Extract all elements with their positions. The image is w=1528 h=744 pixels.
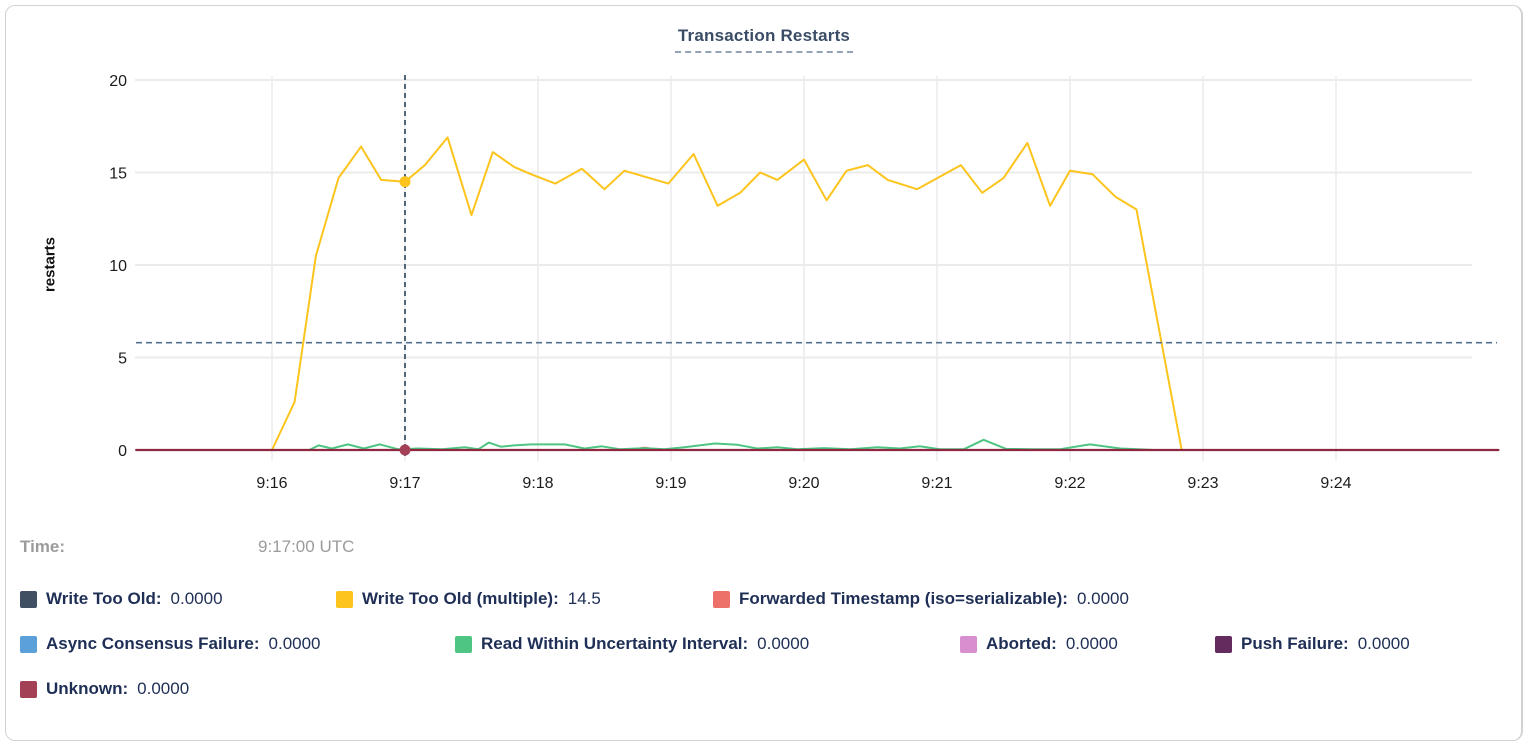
time-label: Time: — [20, 537, 66, 556]
x-tick-label: 9:21 — [921, 475, 952, 492]
series-read-within-uncertainty-interval — [308, 438, 1155, 451]
x-tick-label: 9:18 — [522, 475, 553, 492]
legend-label: Write Too Old (multiple): — [362, 589, 559, 608]
hover-dot-write-too-old-multiple- — [399, 176, 411, 188]
x-tick-label: 9:23 — [1187, 475, 1218, 492]
unknown-swatch — [20, 680, 37, 698]
legend-label: Async Consensus Failure: — [46, 634, 260, 653]
legend-item-async-consensus-failure: Async Consensus Failure: 0.0000 — [20, 634, 321, 654]
y-tick-label: 0 — [118, 443, 127, 460]
legend-item-aborted: Aborted: 0.0000 — [960, 634, 1118, 654]
forwarded-timestamp-swatch — [713, 590, 730, 608]
legend-value: 0.0000 — [170, 589, 223, 608]
time-value: 9:17:00 UTC — [258, 537, 355, 556]
legend-label: Push Failure: — [1241, 634, 1349, 653]
write-too-old-swatch — [20, 590, 37, 608]
legend-value: 0.0000 — [137, 679, 190, 698]
legend-label: Aborted: — [986, 634, 1057, 653]
x-tick-label: 9:22 — [1054, 475, 1085, 492]
push-failure-swatch — [1215, 635, 1232, 653]
legend-label: Read Within Uncertainty Interval: — [481, 634, 749, 653]
y-tick-label: 5 — [118, 351, 127, 368]
legend-value: 0.0000 — [1076, 589, 1129, 608]
transaction-restarts-chart[interactable]: 0 5 10 15 20 9:16 9:17 9:18 9:19 9:20 9:21 9:22 9:23… — [0, 0, 1528, 525]
x-tick-label: 9:24 — [1320, 475, 1351, 492]
y-tick-label: 10 — [109, 258, 127, 275]
hover-time-row: Time: 9:17:00 UTC — [0, 537, 1528, 561]
legend-value: 0.0000 — [268, 634, 321, 653]
legend-value: 0.0000 — [757, 634, 810, 653]
legend-item-push-failure: Push Failure: 0.0000 — [1215, 634, 1410, 654]
legend-label: Forwarded Timestamp (iso=serializable): — [739, 589, 1068, 608]
legend-row-1: Write Too Old: 0.0000 Write Too Old (mul… — [0, 589, 1528, 613]
async-consensus-failure-swatch — [20, 635, 37, 653]
chart-title-row: Transaction Restarts — [0, 26, 1528, 53]
legend-item-write-too-old-multiple: Write Too Old (multiple): 14.5 — [336, 589, 601, 609]
aborted-swatch — [960, 635, 977, 653]
y-tick-label: 15 — [109, 166, 127, 183]
series-write-too-old-multiple- — [271, 136, 1183, 451]
hover-dot-unknown — [399, 444, 411, 456]
legend-item-unknown: Unknown: 0.0000 — [20, 679, 189, 699]
y-tick-label: 20 — [109, 73, 127, 90]
legend-value: 0.0000 — [1357, 634, 1410, 653]
legend-item-read-within-uncertainty: Read Within Uncertainty Interval: 0.0000 — [455, 634, 809, 654]
legend-item-forwarded-timestamp: Forwarded Timestamp (iso=serializable): … — [713, 589, 1129, 609]
legend-row-3: Unknown: 0.0000 — [0, 679, 1528, 703]
x-tick-label: 9:20 — [788, 475, 819, 492]
chart-title: Transaction Restarts — [674, 26, 854, 53]
legend-item-write-too-old: Write Too Old: 0.0000 — [20, 589, 223, 609]
legend-value: 0.0000 — [1065, 634, 1118, 653]
legend-row-2: Async Consensus Failure: 0.0000 Read Wit… — [0, 634, 1528, 658]
write-too-old-multiple-swatch — [336, 590, 353, 608]
chart-card — [5, 5, 1523, 741]
read-within-uncertainty-swatch — [455, 635, 472, 653]
legend-value: 14.5 — [567, 589, 601, 608]
x-tick-label: 9:17 — [389, 475, 420, 492]
legend-label: Unknown: — [46, 679, 129, 698]
legend-label: Write Too Old: — [46, 589, 162, 608]
x-tick-label: 9:19 — [655, 475, 686, 492]
x-tick-label: 9:16 — [256, 475, 287, 492]
